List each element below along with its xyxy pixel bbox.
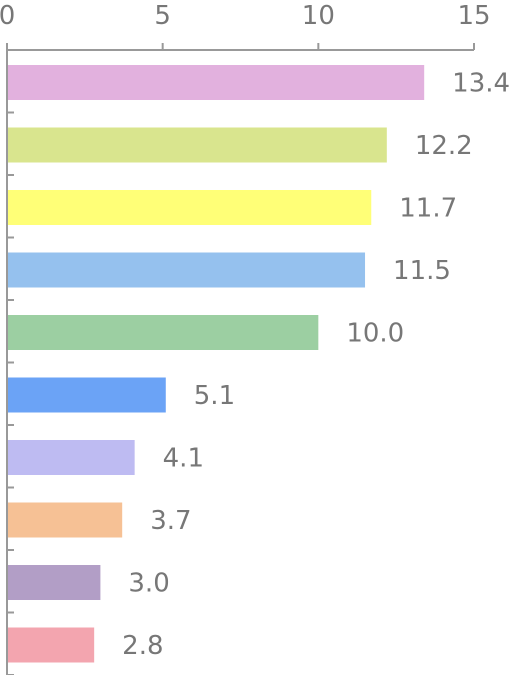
bar bbox=[8, 315, 319, 350]
x-tick-label: 10 bbox=[302, 1, 335, 31]
data-label: 13.4 bbox=[452, 69, 510, 99]
bar bbox=[8, 65, 425, 100]
data-label: 2.8 bbox=[122, 631, 163, 661]
bar bbox=[8, 565, 101, 600]
bar bbox=[8, 440, 135, 475]
data-label: 5.1 bbox=[194, 381, 235, 411]
data-label: 11.7 bbox=[399, 194, 457, 224]
data-label: 10.0 bbox=[346, 319, 404, 349]
bar bbox=[8, 127, 387, 163]
x-tick-label: 15 bbox=[457, 1, 490, 31]
bar bbox=[8, 190, 372, 225]
data-label: 12.2 bbox=[415, 131, 473, 161]
data-label: 3.0 bbox=[128, 569, 169, 599]
data-label: 3.7 bbox=[150, 506, 191, 536]
data-label: 11.5 bbox=[393, 256, 451, 286]
bar bbox=[8, 502, 123, 538]
x-tick-label: 0 bbox=[0, 1, 15, 31]
x-tick-label: 5 bbox=[154, 1, 171, 31]
bar bbox=[8, 627, 95, 663]
bar bbox=[8, 252, 366, 288]
data-label: 4.1 bbox=[163, 444, 204, 474]
bar bbox=[8, 377, 166, 413]
